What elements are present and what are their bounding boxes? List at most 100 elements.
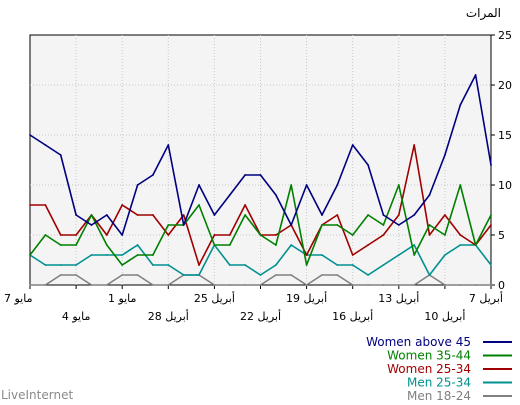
legend-label-women-above-45: Women above 45 [366,335,471,349]
data-point-women-35-44 [75,244,77,246]
data-point-men-18-24 [213,284,216,286]
data-point-men-25-34 [44,264,47,266]
data-point-women-35-44 [305,264,308,266]
data-point-women-above-45 [382,214,385,216]
data-point-women-35-44 [90,214,93,216]
data-point-women-35-44 [336,224,339,226]
data-point-women-35-44 [397,184,400,186]
x-axis-ticks: 7 مايو 4 مايو 1 مايو 28 أبريل 25 أبريل 22 أبر… [4,285,503,323]
data-point-men-18-24 [321,274,323,276]
data-point-men-18-24 [444,284,446,286]
data-point-men-18-24 [29,284,31,286]
data-point-men-18-24 [382,284,385,286]
x-tick-label-9: 10 أبريل [424,309,465,323]
data-point-women-above-45 [351,144,354,146]
data-point-men-18-24 [459,284,462,286]
data-point-women-25-34 [397,214,400,216]
data-point-women-35-44 [321,224,323,226]
data-point-women-25-34 [75,234,77,236]
data-point-women-35-44 [367,214,369,216]
legend-label-women-25-34: Women 25-34 [387,362,471,376]
data-point-women-25-34 [182,214,185,216]
data-point-women-35-44 [59,244,62,246]
data-point-women-above-45 [152,174,154,176]
data-point-men-25-34 [321,254,323,256]
data-point-women-25-34 [121,204,124,206]
data-point-women-above-45 [90,224,93,226]
data-point-women-25-34 [244,204,247,206]
data-point-women-25-34 [213,234,216,236]
data-point-men-25-34 [136,244,139,246]
data-point-men-25-34 [90,254,93,256]
data-point-men-18-24 [490,284,492,286]
data-point-men-18-24 [167,284,170,286]
x-tick-label-3: 28 أبريل [148,309,189,323]
data-point-men-18-24 [136,274,139,276]
data-point-men-18-24 [59,274,62,276]
data-point-women-above-45 [59,154,62,156]
data-point-men-18-24 [244,284,247,286]
data-point-women-35-44 [136,254,139,256]
data-point-women-35-44 [213,244,216,246]
y-tick-label-1: 5 [498,229,505,242]
data-point-men-25-34 [152,264,154,266]
data-point-women-35-44 [413,254,416,256]
data-point-women-above-45 [367,164,369,166]
data-point-women-25-34 [44,204,47,206]
legend-label-men-18-24: Men 18-24 [407,389,471,403]
data-point-men-25-34 [397,254,400,256]
data-point-women-above-45 [259,174,262,176]
legend-label-women-35-44: Women 35-44 [387,349,471,363]
data-point-men-25-34 [59,264,62,266]
x-tick-label-0: 7 مايو [4,292,33,305]
data-point-men-25-34 [228,264,231,266]
data-point-women-above-45 [213,214,216,216]
x-tick-label-7: 16 أبريل [332,309,373,323]
data-point-women-above-45 [444,154,446,156]
data-point-men-18-24 [290,274,293,276]
data-point-women-35-44 [167,224,170,226]
series-lines [29,74,492,286]
data-point-women-35-44 [459,184,462,186]
data-point-men-18-24 [90,284,93,286]
data-point-women-35-44 [29,254,31,256]
data-point-women-above-45 [290,224,293,226]
data-point-women-25-34 [444,214,446,216]
grid-lines [30,35,491,285]
data-point-men-18-24 [228,284,231,286]
data-point-men-25-34 [336,264,339,266]
data-point-women-35-44 [290,184,293,186]
data-point-women-above-45 [198,184,200,186]
x-tick-label-5: 22 أبريل [240,309,281,323]
data-point-women-above-45 [459,104,462,106]
data-point-men-25-34 [382,264,385,266]
data-point-men-18-24 [121,274,124,276]
data-point-women-above-45 [428,194,431,196]
x-tick-label-2: 1 مايو [108,292,137,305]
data-point-women-above-45 [397,224,400,226]
data-point-women-above-45 [44,144,47,146]
data-point-women-above-45 [29,134,31,136]
data-point-men-25-34 [490,264,492,266]
data-point-men-25-34 [290,244,293,246]
data-point-women-25-34 [305,254,308,256]
data-point-women-25-34 [367,244,369,246]
data-point-women-25-34 [29,204,31,206]
data-point-men-25-34 [167,264,170,266]
data-point-women-35-44 [428,224,431,226]
data-point-women-above-45 [228,194,231,196]
data-point-women-above-45 [490,164,492,166]
data-point-men-25-34 [274,264,277,266]
data-point-women-above-45 [121,234,124,236]
data-point-women-25-34 [413,144,416,146]
data-point-women-above-45 [167,144,170,146]
data-point-women-above-45 [274,194,277,196]
data-point-women-25-34 [382,234,385,236]
data-point-women-25-34 [351,254,354,256]
data-point-men-25-34 [121,254,124,256]
data-point-men-18-24 [397,284,400,286]
data-point-women-above-45 [105,214,108,216]
brand-label: LiveInternet [1,388,74,402]
data-point-men-25-34 [367,274,369,276]
